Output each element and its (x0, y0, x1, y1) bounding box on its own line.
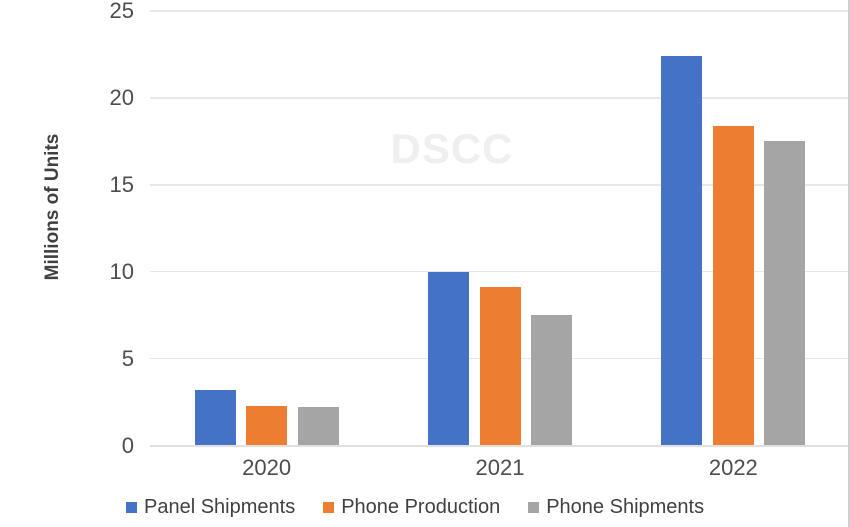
bar (428, 271, 469, 446)
y-tick-label: 25 (109, 0, 134, 23)
legend-swatch-icon (528, 502, 540, 513)
gridline (150, 270, 850, 273)
legend-swatch-icon (323, 502, 335, 513)
y-tick-label: 20 (109, 84, 134, 110)
bar (246, 405, 288, 446)
legend: Panel Shipments Phone Production Phone Shi… (126, 496, 704, 519)
bar (531, 315, 572, 446)
legend-label: Phone Shipments (546, 496, 705, 518)
bar (479, 287, 521, 446)
legend-swatch-icon (126, 502, 137, 513)
gridline (150, 10, 850, 12)
dscc-watermark: DSCC (390, 125, 514, 172)
gridline (150, 184, 850, 186)
x-category-label: 2022 (708, 455, 758, 480)
bar (661, 56, 703, 446)
gridline (150, 97, 850, 99)
bar (764, 141, 806, 446)
x-category-label: 2020 (242, 455, 292, 480)
legend-item: Panel Shipments (126, 496, 295, 519)
bar (194, 389, 236, 446)
right-edge-border (848, 0, 850, 527)
y-tick-label: 15 (109, 171, 134, 197)
legend-label: Phone Production (341, 496, 501, 518)
y-tick-label: 10 (109, 258, 134, 284)
legend-item: Phone Shipments (528, 496, 704, 519)
y-tick-label: 0 (121, 432, 134, 458)
legend-label: Panel Shipments (144, 496, 296, 518)
y-tick-label: 5 (121, 345, 134, 371)
x-category-label: 2021 (475, 455, 525, 480)
legend-item: Phone Production (323, 496, 500, 519)
x-axis-line (150, 444, 850, 447)
bar (712, 125, 754, 446)
bar (297, 407, 339, 446)
